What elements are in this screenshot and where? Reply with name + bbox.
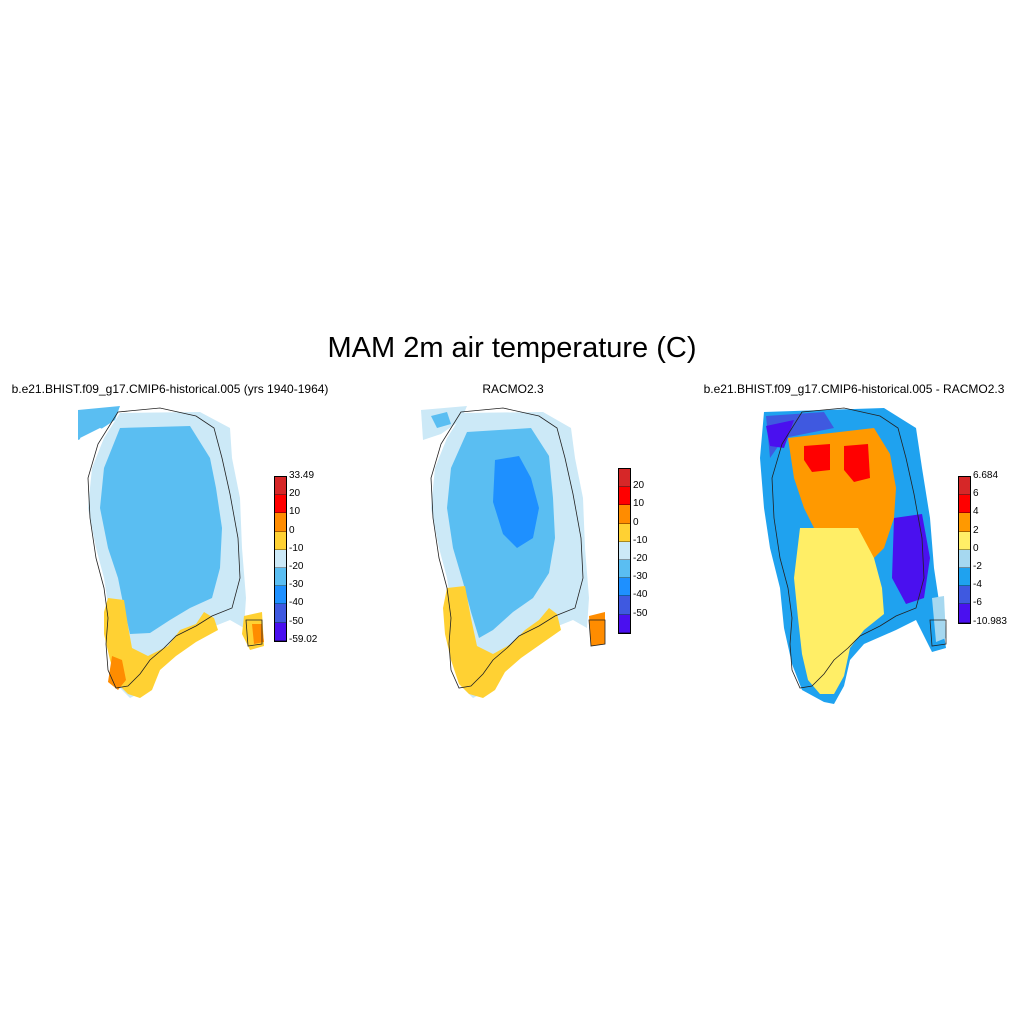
map-region xyxy=(100,426,222,634)
colorbar-label: -20 xyxy=(633,553,648,564)
colorbar-label: -6 xyxy=(973,597,982,609)
colorbar-label: -59.02 xyxy=(289,633,318,645)
colorbar-label: 33.49 xyxy=(289,470,315,481)
greenland-map-difference xyxy=(760,407,947,704)
colorbar-swatch xyxy=(959,495,970,514)
colorbar-label: -40 xyxy=(289,597,304,609)
colorbar-label: -40 xyxy=(633,589,648,601)
colorbar-box xyxy=(618,468,631,634)
colorbar-swatch xyxy=(959,549,970,568)
colorbar-label: 20 xyxy=(289,488,301,500)
panel-model: b.e21.BHIST.f09_g17.CMIP6-historical.005… xyxy=(0,378,340,718)
map-region xyxy=(794,528,884,694)
colorbar-swatch xyxy=(959,513,970,532)
coastline xyxy=(588,619,606,647)
coastline xyxy=(430,407,584,689)
colorbar-label: 0 xyxy=(633,516,639,528)
coastline xyxy=(771,407,925,689)
figure-title: MAM 2m air temperature (C) xyxy=(327,332,697,364)
colorbar-swatch xyxy=(275,586,286,605)
colorbar-swatch xyxy=(275,604,286,623)
map-region xyxy=(804,444,830,472)
colorbar-box xyxy=(958,476,971,624)
map-region xyxy=(252,624,264,644)
colorbar-label: -4 xyxy=(973,579,982,591)
map-region xyxy=(932,596,946,642)
colorbar-box xyxy=(274,476,287,642)
map-region xyxy=(844,444,870,482)
colorbar-label: -10 xyxy=(633,534,648,546)
colorbar-label: -30 xyxy=(289,579,304,591)
colorbar-label: -20 xyxy=(289,561,304,572)
panel-difference: b.e21.BHIST.f09_g17.CMIP6-historical.005… xyxy=(684,378,1024,718)
colorbar-swatch xyxy=(619,541,630,560)
greenland-map-racmo xyxy=(421,406,606,698)
colorbar-swatch xyxy=(275,549,286,568)
colorbar-swatch xyxy=(619,487,630,506)
coastline xyxy=(929,619,947,647)
colorbar-swatch xyxy=(619,469,630,488)
colorbar-swatch xyxy=(959,477,970,496)
panel-racmo: RACMO2.3 20 10 0 -10 -20 -30 -40 -50 xyxy=(343,378,683,718)
colorbar-label: 6.684 xyxy=(973,470,999,481)
colorbar-label: -2 xyxy=(973,561,982,572)
greenland-map-model xyxy=(78,406,264,698)
colorbar-swatch xyxy=(275,622,286,641)
colorbar-label: -50 xyxy=(633,607,648,619)
colorbar-label: 6 xyxy=(973,488,979,500)
colorbar-label: -50 xyxy=(289,615,304,627)
map-region xyxy=(443,586,561,698)
colorbar-swatch xyxy=(275,513,286,532)
colorbar-swatch xyxy=(275,568,286,587)
colorbar-label: 0 xyxy=(289,524,295,536)
map-region xyxy=(892,514,930,604)
coastline xyxy=(245,619,263,647)
colorbar-swatch xyxy=(619,560,630,579)
colorbar-swatch xyxy=(275,477,286,496)
panel-title: b.e21.BHIST.f09_g17.CMIP6-historical.005… xyxy=(703,382,1005,396)
colorbar-swatch xyxy=(619,505,630,524)
colorbar-swatch xyxy=(275,495,286,514)
colorbar-swatch xyxy=(959,604,970,623)
map-region xyxy=(104,598,218,698)
map-cell xyxy=(78,406,120,440)
colorbar-swatch xyxy=(959,568,970,587)
coastline xyxy=(87,407,241,689)
colorbar-label: 10 xyxy=(289,506,301,518)
colorbar-label: 10 xyxy=(633,498,645,510)
colorbar-swatch xyxy=(959,586,970,605)
colorbar-label: 4 xyxy=(973,506,979,518)
panel-title: b.e21.BHIST.f09_g17.CMIP6-historical.005… xyxy=(11,382,329,396)
map-cell xyxy=(431,412,451,428)
colorbar-swatch xyxy=(619,523,630,542)
colorbar-label: 20 xyxy=(633,480,645,492)
colorbar-swatch xyxy=(619,596,630,615)
colorbar-label: 2 xyxy=(973,524,979,536)
colorbar-swatch xyxy=(275,531,286,550)
colorbar-label: -30 xyxy=(633,571,648,583)
map-region xyxy=(108,656,126,690)
colorbar-swatch xyxy=(959,531,970,550)
map-region xyxy=(589,612,605,646)
panel-title: RACMO2.3 xyxy=(482,382,544,396)
map-region xyxy=(766,420,794,448)
colorbar-swatch xyxy=(619,578,630,597)
colorbar-label: -10.983 xyxy=(973,615,1007,627)
colorbar-swatch xyxy=(619,614,630,633)
map-region xyxy=(493,456,539,548)
colorbar-label: 0 xyxy=(973,542,979,554)
colorbar-label: -10 xyxy=(289,542,304,554)
